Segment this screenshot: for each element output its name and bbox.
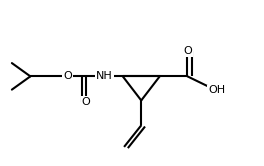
Text: O: O	[183, 46, 192, 56]
Text: OH: OH	[208, 85, 225, 95]
Text: NH: NH	[96, 71, 113, 81]
Text: O: O	[81, 97, 90, 107]
Text: O: O	[63, 71, 72, 81]
